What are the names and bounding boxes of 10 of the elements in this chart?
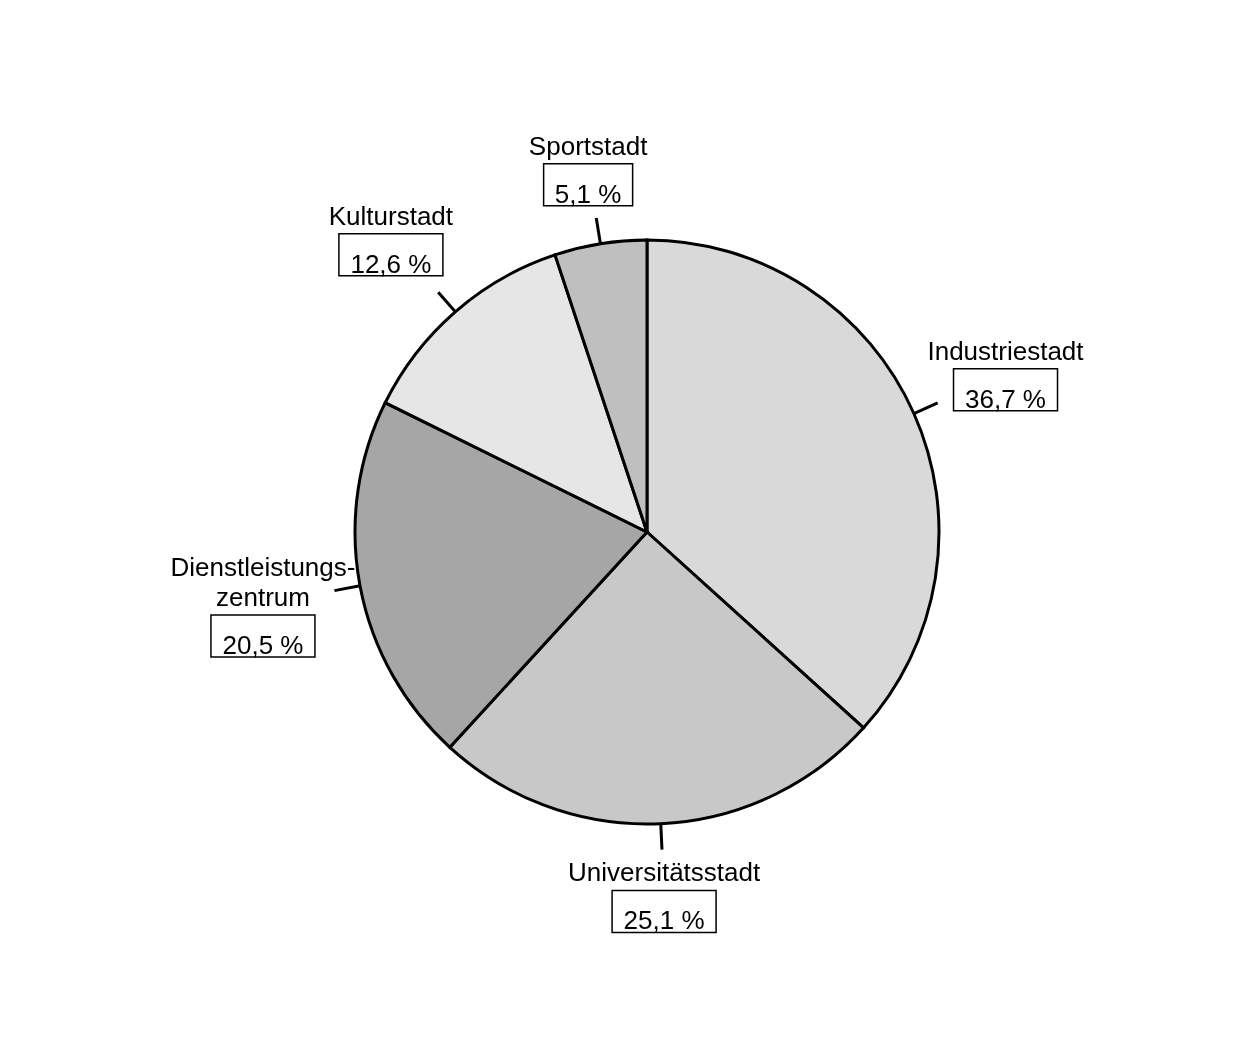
slice-label: Sportstadt [528, 130, 649, 161]
slice-label: Industriestadt [927, 335, 1085, 366]
data-label: 12,6 % [350, 248, 432, 279]
slice-label: Dienstleistungs- zentrum [170, 552, 356, 613]
slice-label: Kulturstadt [328, 200, 454, 231]
slice-label: Universitätsstadt [568, 857, 761, 888]
data-label: 5,1 % [554, 178, 622, 209]
data-label: 20,5 % [222, 630, 304, 661]
data-label: 36,7 % [965, 383, 1046, 414]
data-label: 25,1 % [623, 905, 705, 936]
